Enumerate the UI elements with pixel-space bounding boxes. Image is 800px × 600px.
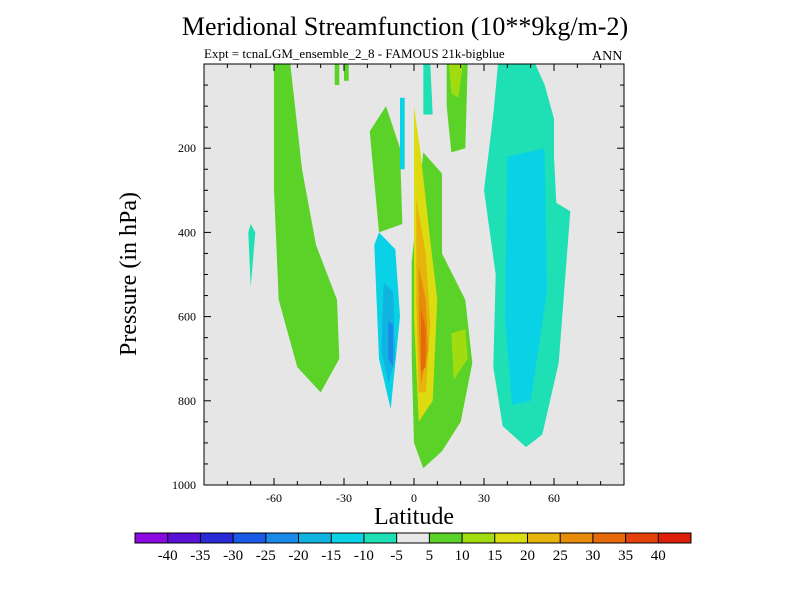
axis-ticks: -60 -30 0 30 60 200 400 600 800 1000 (172, 64, 625, 505)
colorbar-swatch (527, 533, 561, 543)
y-axis-label: Pressure (in hPa) (116, 192, 142, 356)
colorbar-label: -20 (289, 548, 309, 564)
contour-region-3 (344, 64, 349, 81)
colorbar-swatch (658, 533, 692, 543)
y-tick-label: 800 (178, 394, 196, 408)
contour-region-13 (505, 148, 547, 405)
colorbar-swatch (625, 533, 659, 543)
colorbar-frame (134, 532, 692, 544)
y-tick-label: 600 (178, 310, 196, 324)
colorbar-label: 5 (426, 548, 434, 564)
colorbar-label: 15 (487, 548, 502, 564)
colorbar-label: -35 (190, 548, 210, 564)
contour-region-0 (274, 64, 340, 393)
colorbar-label: 35 (618, 548, 633, 564)
colorbar-swatch (560, 533, 594, 543)
colorbar-label: 10 (455, 548, 470, 564)
colorbar-swatch (462, 533, 496, 543)
colorbar-label: 20 (520, 548, 535, 564)
colorbar-label: -15 (321, 548, 341, 564)
colorbar-swatch (233, 533, 267, 543)
colorbar-swatch (396, 533, 430, 543)
contour-region-8 (423, 64, 433, 115)
colorbar-label: -10 (354, 548, 374, 564)
colorbar-label: -30 (223, 548, 243, 564)
x-tick-label: -60 (266, 491, 282, 505)
y-tick-label: 400 (178, 225, 196, 239)
x-tick-label: 30 (478, 491, 490, 505)
contour-region-7 (451, 329, 468, 380)
contour-region-15 (388, 320, 393, 368)
contour-region-2 (334, 64, 340, 85)
colorbar-swatch (200, 533, 234, 543)
contour-region-1 (369, 106, 403, 233)
colorbar-swatch (331, 533, 365, 543)
y-tick-label: 1000 (172, 478, 196, 492)
colorbar-swatch (167, 533, 201, 543)
colorbar-label: 40 (651, 548, 666, 564)
colorbar-label: 25 (553, 548, 568, 564)
colorbar-swatch (265, 533, 300, 543)
contour-region-9 (248, 224, 256, 288)
y-tick-label: 200 (178, 141, 196, 155)
x-tick-label: 60 (548, 491, 560, 505)
contour-region-12 (400, 97, 405, 170)
contour-layer (248, 64, 571, 469)
chart-subtitle: Expt = tcnaLGM_ensemble_2_8 - FAMOUS 21k… (204, 46, 505, 61)
colorbar-swatch (429, 533, 463, 543)
x-axis-label: Latitude (374, 504, 454, 530)
colorbar-label: -5 (390, 548, 403, 564)
x-tick-label: -30 (336, 491, 352, 505)
colorbar-swatch (363, 533, 398, 543)
colorbar-label: -25 (256, 548, 276, 564)
colorbar-swatch (298, 533, 332, 543)
colorbar-label: -40 (158, 548, 178, 564)
season-label: ANN (592, 49, 623, 64)
contour-region-19 (421, 308, 426, 372)
colorbar-swatch (592, 533, 627, 543)
chart-title: Meridional Streamfunction (10**9kg/m-2) (181, 12, 629, 41)
x-tick-label: 0 (411, 491, 417, 505)
colorbar-swatch (135, 533, 169, 543)
colorbar-label: 30 (585, 548, 600, 564)
colorbar-swatch (494, 533, 528, 543)
colorbar: -40 -35 -30 -25 -20 -15 -10 -5 5 10 15 20 25 30 35 40 (134, 532, 692, 564)
contour-region-6 (449, 64, 463, 98)
